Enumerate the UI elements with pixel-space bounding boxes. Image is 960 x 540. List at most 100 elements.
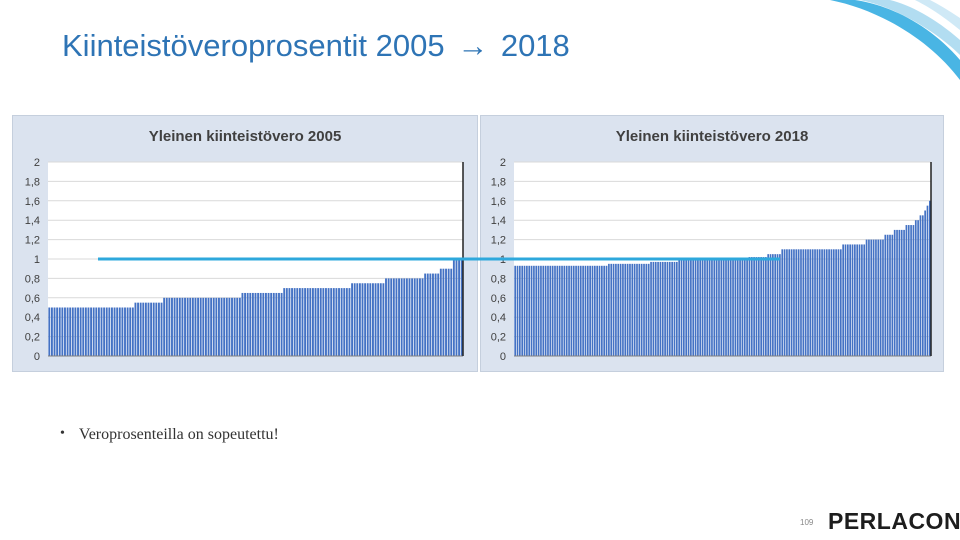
bar-0-146 bbox=[429, 273, 432, 356]
bar-1-8 bbox=[533, 265, 535, 356]
bar-1-17 bbox=[554, 265, 556, 356]
bar-0-57 bbox=[197, 297, 200, 356]
bar-0-131 bbox=[390, 278, 393, 356]
bar-1-176 bbox=[926, 205, 929, 356]
bar-0-22 bbox=[105, 307, 108, 356]
bar-1-171 bbox=[914, 220, 917, 356]
y-tick-label: 0 bbox=[34, 351, 40, 363]
bar-0-133 bbox=[395, 278, 398, 356]
bar-1-156 bbox=[879, 239, 882, 356]
bar-0-60 bbox=[204, 297, 207, 356]
bar-0-30 bbox=[126, 307, 129, 356]
bar-1-74 bbox=[687, 259, 690, 356]
bar-1-152 bbox=[870, 239, 873, 356]
chart-title-2018: Yleinen kiinteistövero 2018 bbox=[615, 128, 809, 145]
bar-0-119 bbox=[358, 283, 361, 356]
bar-1-87 bbox=[718, 259, 720, 356]
bar-0-138 bbox=[408, 278, 411, 356]
bar-0-11 bbox=[77, 307, 79, 356]
bar-1-22 bbox=[565, 265, 568, 356]
bar-1-161 bbox=[891, 234, 894, 356]
bar-0-144 bbox=[424, 273, 427, 356]
bar-1-6 bbox=[528, 265, 531, 356]
y-tick-label: 0 bbox=[500, 351, 506, 363]
bar-0-55 bbox=[191, 297, 194, 356]
bar-0-79 bbox=[254, 292, 257, 356]
bar-1-167 bbox=[905, 225, 908, 356]
bar-1-80 bbox=[701, 259, 704, 356]
bar-1-48 bbox=[626, 263, 629, 356]
bar-1-110 bbox=[772, 254, 774, 356]
bar-0-2 bbox=[53, 307, 56, 356]
bar-0-83 bbox=[265, 292, 267, 356]
bar-1-33 bbox=[591, 265, 594, 356]
bar-0-99 bbox=[306, 288, 309, 356]
bar-1-131 bbox=[821, 249, 823, 356]
logo-text: PERLACON bbox=[828, 508, 960, 534]
bar-1-4 bbox=[523, 265, 526, 356]
bar-1-35 bbox=[596, 265, 599, 356]
y-tick-label: 1,2 bbox=[491, 235, 506, 247]
y-tick-label: 0,2 bbox=[25, 332, 40, 344]
bar-1-28 bbox=[579, 265, 582, 356]
bar-1-88 bbox=[720, 259, 723, 356]
bar-1-165 bbox=[900, 229, 903, 356]
bar-1-27 bbox=[577, 265, 580, 356]
bar-1-75 bbox=[690, 259, 692, 356]
bar-0-19 bbox=[97, 307, 100, 356]
bar-0-61 bbox=[207, 297, 210, 356]
y-tick-label: 0,2 bbox=[491, 332, 506, 344]
bar-1-78 bbox=[697, 259, 699, 356]
y-tick-label: 1,4 bbox=[491, 215, 506, 227]
bar-1-39 bbox=[605, 265, 608, 356]
bar-1-62 bbox=[659, 261, 662, 356]
bar-0-42 bbox=[157, 302, 160, 356]
bar-1-2 bbox=[519, 265, 521, 356]
bar-0-45 bbox=[165, 297, 168, 356]
bar-1-114 bbox=[781, 249, 784, 356]
y-tick-label: 0,6 bbox=[491, 293, 506, 305]
bar-1-164 bbox=[898, 229, 901, 356]
bar-1-11 bbox=[540, 265, 542, 356]
bar-0-108 bbox=[330, 288, 333, 356]
bar-0-145 bbox=[426, 273, 429, 356]
y-tick-label: 0,8 bbox=[491, 273, 506, 285]
bar-1-52 bbox=[636, 263, 638, 356]
bar-1-43 bbox=[615, 263, 617, 356]
bar-1-98 bbox=[743, 259, 746, 356]
bar-0-59 bbox=[202, 297, 205, 356]
bar-0-54 bbox=[189, 297, 192, 356]
y-tick-label: 1 bbox=[34, 254, 40, 266]
bar-1-76 bbox=[692, 259, 695, 356]
bar-0-76 bbox=[246, 292, 249, 356]
bar-1-105 bbox=[760, 257, 762, 356]
bar-0-100 bbox=[309, 288, 312, 356]
bar-1-5 bbox=[526, 265, 528, 356]
bar-1-141 bbox=[844, 244, 847, 356]
bar-0-56 bbox=[194, 297, 197, 356]
bar-0-82 bbox=[262, 292, 265, 356]
chart-2018-svg: 0 0,2 0,4 0,6 0,8 1 1,2 1,4 1,6 1,8 2 bbox=[491, 157, 932, 363]
bar-1-25 bbox=[572, 265, 575, 356]
bar-0-127 bbox=[379, 283, 382, 356]
bar-1-40 bbox=[608, 263, 610, 356]
bar-1-71 bbox=[680, 259, 683, 356]
bar-0-8 bbox=[69, 307, 72, 356]
title-left: Kiinteistöveroprosentit 2005 bbox=[62, 28, 445, 63]
bar-0-149 bbox=[437, 273, 440, 356]
bar-0-85 bbox=[270, 292, 273, 356]
y-tick-label: 1 bbox=[500, 254, 506, 266]
bar-1-103 bbox=[755, 257, 758, 356]
bar-1-10 bbox=[537, 265, 540, 356]
bar-0-139 bbox=[411, 278, 414, 356]
bar-0-120 bbox=[361, 283, 364, 356]
bar-1-59 bbox=[652, 261, 655, 356]
bar-0-38 bbox=[147, 302, 150, 356]
bar-0-107 bbox=[327, 288, 330, 356]
bar-1-129 bbox=[816, 249, 819, 356]
bar-0-63 bbox=[212, 297, 215, 356]
bar-1-24 bbox=[570, 265, 573, 356]
bar-1-109 bbox=[769, 254, 772, 356]
bar-1-83 bbox=[708, 259, 711, 356]
bar-1-58 bbox=[650, 261, 652, 356]
